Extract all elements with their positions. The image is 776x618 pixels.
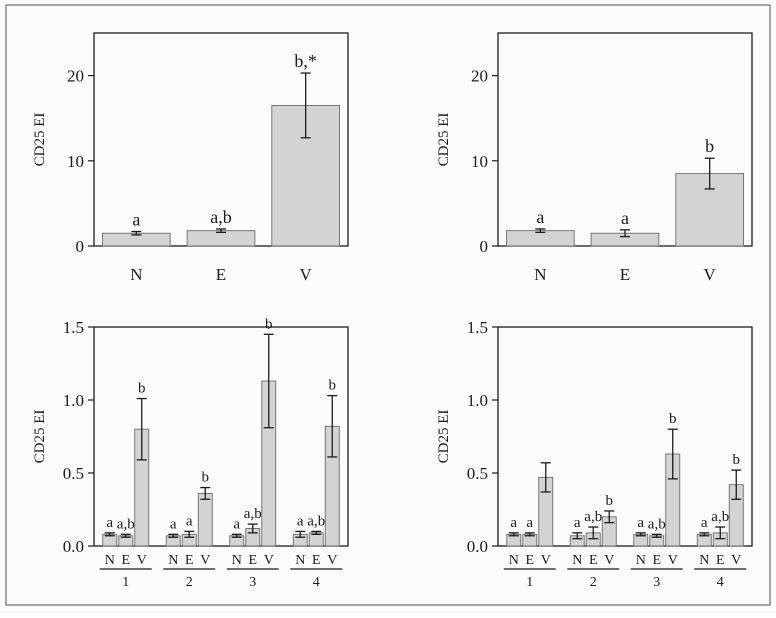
x-tick-label: N [168, 553, 178, 568]
y-tick-label: 0 [76, 237, 85, 256]
significance-label: b,* [294, 51, 317, 71]
x-tick-label: E [216, 265, 226, 284]
significance-label: a [510, 515, 517, 531]
x-tick-label: N [699, 553, 709, 568]
x-tick-label: V [300, 265, 313, 284]
significance-label: a [701, 515, 708, 531]
y-tick-label: 0.5 [63, 464, 84, 483]
significance-label: a [574, 515, 581, 531]
x-tick-label: E [312, 553, 321, 568]
x-tick-label: V [327, 553, 337, 568]
group-label: 4 [717, 575, 724, 590]
significance-label: b [733, 452, 741, 468]
x-tick-label: N [232, 553, 242, 568]
x-tick-label: V [731, 553, 741, 568]
x-tick-label: N [295, 553, 305, 568]
figure-border [5, 4, 771, 606]
significance-label: a,b [711, 509, 729, 525]
y-tick-label: 20 [67, 67, 84, 86]
x-tick-label: E [652, 553, 661, 568]
significance-label: b [138, 381, 146, 397]
significance-label: a,b [117, 516, 135, 532]
plot-frame [497, 326, 753, 547]
y-tick-label: 1.5 [467, 318, 488, 337]
significance-label: a [233, 516, 240, 532]
significance-label: a,b [584, 509, 602, 525]
significance-label: b [265, 316, 273, 332]
significance-label: b [669, 411, 677, 427]
x-tick-label: N [130, 265, 142, 284]
y-tick-label: 0.0 [467, 537, 488, 556]
significance-label: a [106, 515, 113, 531]
y-tick-label: 20 [471, 67, 488, 86]
group-label: 3 [653, 575, 660, 590]
significance-label: a,b [307, 513, 325, 529]
y-tick-label: 0 [480, 237, 489, 256]
y-axis-label: CD25 EI [436, 410, 452, 464]
significance-label: a,b [210, 207, 232, 227]
bar [197, 492, 213, 547]
significance-label: a [536, 207, 544, 227]
y-axis-label: CD25 EI [436, 113, 452, 167]
significance-label: a [297, 513, 304, 529]
x-tick-label: V [264, 553, 274, 568]
significance-label: a [621, 208, 629, 228]
x-tick-label: V [541, 553, 551, 568]
plot-4 [492, 326, 753, 547]
x-tick-label: E [525, 553, 534, 568]
y-tick-label: 0.5 [467, 464, 488, 483]
significance-label: b [705, 136, 714, 156]
plot-3 [88, 326, 349, 547]
significance-label: a [132, 210, 140, 230]
x-tick-label: E [185, 553, 194, 568]
x-tick-label: E [121, 553, 130, 568]
x-tick-label: E [589, 553, 598, 568]
y-tick-label: 1.0 [467, 391, 488, 410]
x-tick-label: N [105, 553, 115, 568]
x-tick-label: V [200, 553, 210, 568]
x-tick-label: V [604, 553, 614, 568]
significance-label: a,b [244, 506, 262, 522]
x-tick-label: E [620, 265, 630, 284]
significance-label: b [202, 470, 210, 486]
x-tick-label: N [636, 553, 646, 568]
significance-label: b [606, 493, 614, 509]
group-label: 1 [526, 575, 533, 590]
x-tick-label: E [248, 553, 257, 568]
significance-label: b [329, 378, 337, 394]
significance-label: a [186, 513, 193, 529]
significance-label: a [526, 515, 533, 531]
x-tick-label: V [668, 553, 678, 568]
significance-label: a [637, 515, 644, 531]
y-tick-label: 1.0 [63, 391, 84, 410]
y-tick-label: 10 [471, 152, 488, 171]
y-axis-label: CD25 EI [32, 410, 48, 464]
significance-label: a [170, 516, 177, 532]
x-tick-label: N [572, 553, 582, 568]
x-tick-label: E [716, 553, 725, 568]
x-tick-label: V [137, 553, 147, 568]
group-label: 1 [122, 575, 129, 590]
y-tick-label: 1.5 [63, 318, 84, 337]
group-label: 2 [590, 575, 597, 590]
x-tick-label: N [534, 265, 546, 284]
y-tick-label: 0.0 [63, 537, 84, 556]
group-label: 4 [313, 575, 320, 590]
group-label: 2 [186, 575, 193, 590]
x-tick-label: N [509, 553, 519, 568]
significance-label: a,b [648, 516, 666, 532]
group-label: 3 [249, 575, 256, 590]
y-axis-label: CD25 EI [32, 113, 48, 167]
y-tick-label: 10 [67, 152, 84, 171]
x-tick-label: V [704, 265, 717, 284]
plot-frame [93, 326, 349, 547]
